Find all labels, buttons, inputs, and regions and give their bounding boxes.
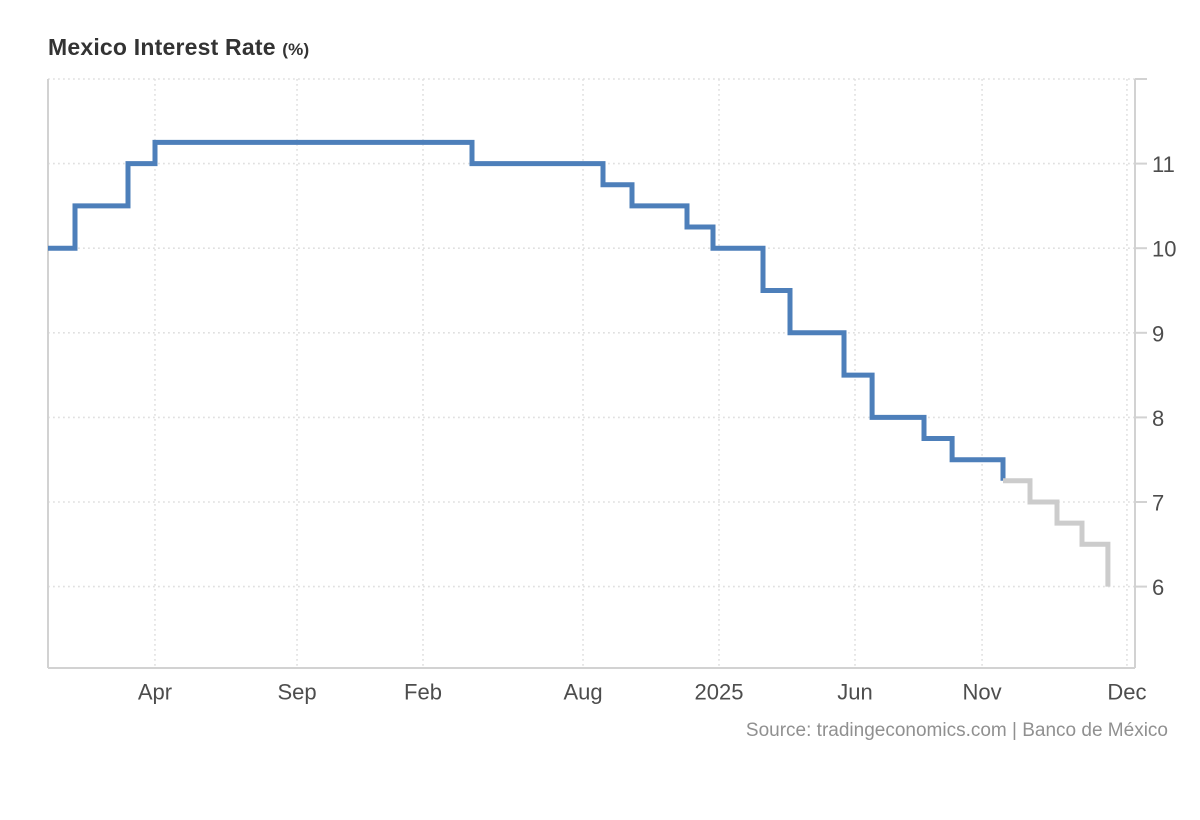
y-tick-label: 7 [1152, 491, 1164, 516]
chart-title-text: Mexico Interest Rate [48, 34, 276, 60]
source-credit: Source: tradingeconomics.com | Banco de … [745, 720, 1168, 741]
x-tick-label: Sep [277, 680, 316, 705]
chart-title-unit: (%) [282, 40, 310, 59]
y-tick-label: 8 [1152, 406, 1164, 431]
x-tick-label: Apr [138, 680, 172, 705]
y-tick-label: 6 [1152, 575, 1164, 600]
x-tick-label: Nov [962, 680, 1001, 705]
x-tick-label: 2025 [695, 680, 744, 705]
chart-title: Mexico Interest Rate (%) [48, 34, 309, 61]
x-tick-label: Dec [1107, 680, 1146, 705]
x-tick-label: Feb [404, 680, 442, 705]
series-forecast-path [1003, 478, 1111, 587]
interest-rate-step-chart[interactable]: 11 10 9 8 7 6 Apr Sep Feb Aug 2025 Jun Nov Dec [0, 0, 1200, 710]
series-actual-path [48, 139, 1006, 481]
y-tick-label: 11 [1152, 152, 1175, 177]
y-tick-label: 10 [1152, 237, 1176, 262]
x-tick-label: Jun [837, 680, 872, 705]
x-tick-label: Aug [563, 680, 602, 705]
y-tick-label: 9 [1152, 321, 1164, 346]
